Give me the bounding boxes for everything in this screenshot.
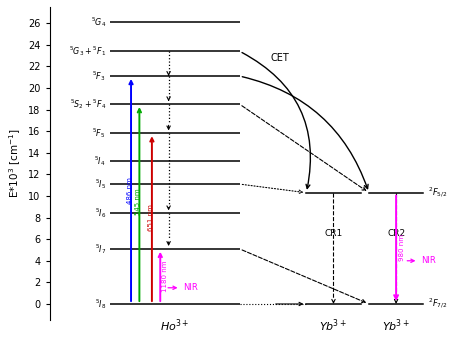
Text: NIR: NIR (407, 256, 436, 265)
Text: $^5I_7$: $^5I_7$ (95, 242, 106, 256)
Text: $^2F_{5/2}$: $^2F_{5/2}$ (428, 186, 448, 200)
Text: $^5I_4$: $^5I_4$ (94, 154, 106, 168)
Text: CR1: CR1 (324, 229, 343, 238)
Text: $^5I_5$: $^5I_5$ (95, 177, 106, 191)
Y-axis label: E*10$^3$ [cm$^{-1}$]: E*10$^3$ [cm$^{-1}$] (7, 129, 23, 198)
Text: $^2F_{7/2}$: $^2F_{7/2}$ (428, 297, 448, 311)
Text: $^5F_5$: $^5F_5$ (92, 127, 106, 140)
Text: $^5S_2+^5F_4$: $^5S_2+^5F_4$ (70, 97, 106, 111)
Text: Ho$^{3+}$: Ho$^{3+}$ (160, 317, 190, 333)
Text: CET: CET (271, 53, 290, 63)
Text: 1180 nm: 1180 nm (162, 260, 168, 292)
Text: Yb$^{3+}$: Yb$^{3+}$ (319, 317, 347, 333)
Text: $^5G_3+^5F_1$: $^5G_3+^5F_1$ (69, 44, 106, 58)
Text: $^5I_8$: $^5I_8$ (95, 297, 106, 311)
Text: CR2: CR2 (387, 229, 405, 238)
Text: 980 nm: 980 nm (399, 234, 405, 261)
Text: NIR: NIR (168, 283, 198, 292)
Text: $^5I_6$: $^5I_6$ (95, 206, 106, 220)
Text: 545 nm: 545 nm (135, 188, 141, 215)
Text: $^5F_3$: $^5F_3$ (92, 69, 106, 83)
Text: $^5G_4$: $^5G_4$ (91, 15, 106, 29)
Text: 651 nm: 651 nm (148, 204, 154, 231)
Text: 486 nm: 486 nm (127, 177, 133, 204)
Text: Yb$^{3+}$: Yb$^{3+}$ (382, 317, 410, 333)
